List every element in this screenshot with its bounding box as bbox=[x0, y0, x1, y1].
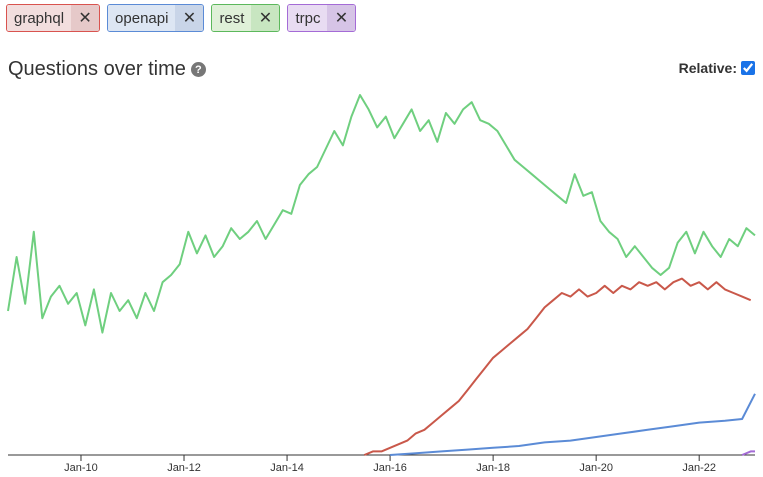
chart-header: Questions over time ? bbox=[8, 58, 206, 81]
close-icon[interactable]: ✕ bbox=[71, 5, 100, 31]
tag-graphql: graphql ✕ bbox=[6, 4, 101, 32]
relative-label: Relative: bbox=[678, 60, 737, 76]
x-tick-label: Jan-12 bbox=[167, 462, 201, 474]
tag-list: graphql ✕ openapi ✕ rest ✕ trpc ✕ bbox=[6, 4, 357, 32]
tag-graphql-label[interactable]: graphql bbox=[7, 5, 72, 31]
tag-rest-label[interactable]: rest bbox=[212, 5, 252, 31]
tag-rest: rest ✕ bbox=[211, 4, 281, 32]
tag-openapi: openapi ✕ bbox=[107, 4, 205, 32]
help-icon[interactable]: ? bbox=[190, 62, 206, 77]
tag-trpc-label[interactable]: trpc bbox=[288, 5, 328, 31]
series-line-openapi bbox=[390, 393, 756, 456]
x-tick-label: Jan-18 bbox=[476, 462, 510, 474]
tag-trpc: trpc ✕ bbox=[287, 4, 357, 32]
series-line-rest bbox=[7, 94, 756, 334]
x-tick-label: Jan-16 bbox=[373, 462, 407, 474]
relative-toggle[interactable]: Relative: bbox=[679, 60, 755, 76]
x-tick-label: Jan-14 bbox=[270, 462, 304, 474]
close-icon[interactable]: ✕ bbox=[251, 5, 280, 31]
series-line-trpc bbox=[741, 450, 755, 456]
x-tick-label: Jan-20 bbox=[579, 462, 613, 474]
close-icon[interactable]: ✕ bbox=[175, 5, 204, 31]
x-tick-label: Jan-22 bbox=[682, 462, 716, 474]
series-line-graphql bbox=[363, 277, 752, 456]
close-icon[interactable]: ✕ bbox=[327, 5, 356, 31]
tag-openapi-label[interactable]: openapi bbox=[108, 5, 176, 31]
chart-title: Questions over time bbox=[8, 58, 186, 80]
x-tick-label: Jan-10 bbox=[64, 462, 98, 474]
relative-checkbox[interactable] bbox=[741, 61, 755, 75]
